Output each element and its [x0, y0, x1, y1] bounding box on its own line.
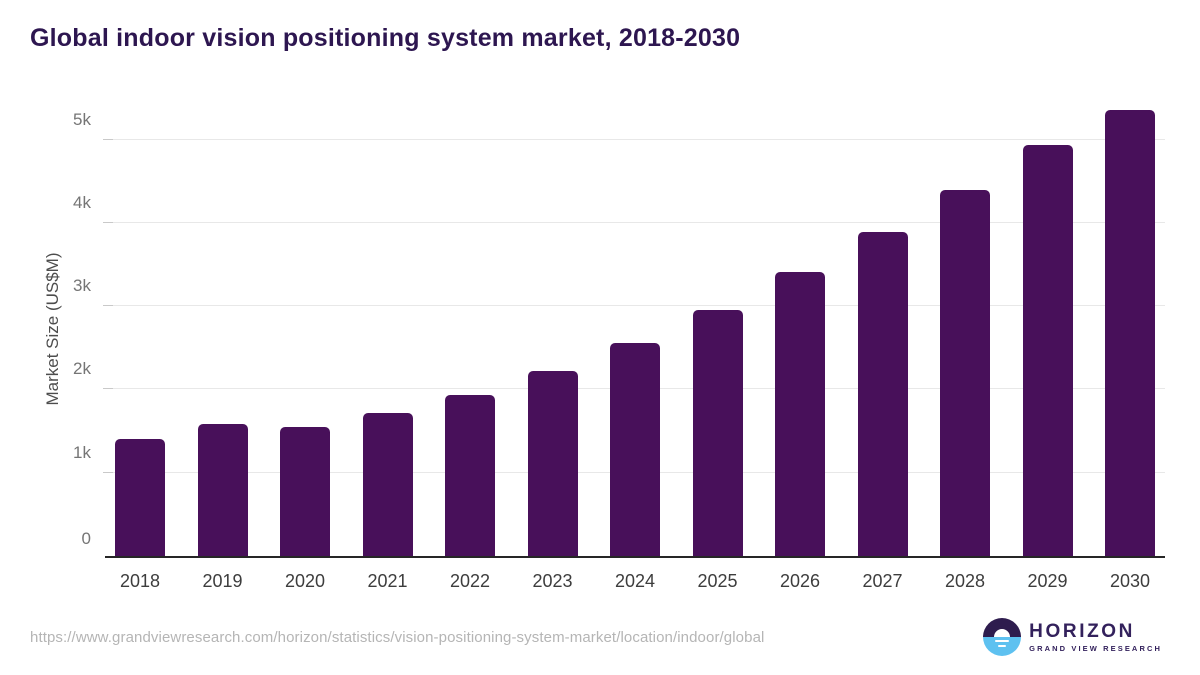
x-tick-label-2022: 2022	[449, 571, 491, 591]
bar-2024[interactable]	[610, 342, 660, 556]
bar-slot-2026: 2026	[775, 100, 825, 591]
gridline-3k	[105, 305, 1165, 307]
bar-slot-2019: 2019	[197, 100, 248, 591]
horizon-logo-icon	[983, 618, 1022, 656]
bar-2023[interactable]	[527, 371, 578, 556]
x-tick-label-2023: 2023	[532, 571, 573, 591]
bars-container: 2018 2019 2020 2021 2022 2023 2024 2025 2026 2027…	[105, 100, 1165, 591]
x-tick-label-2027: 2027	[862, 571, 903, 591]
y-tick-label-5k: 5k	[73, 109, 91, 129]
wave-icon	[998, 645, 1007, 647]
horizon-logo[interactable]: HORIZON GRAND VIEW RESEARCH	[983, 618, 1162, 656]
source-url: https://www.grandviewresearch.com/horizo…	[30, 629, 765, 646]
x-tick-label-2018: 2018	[119, 571, 161, 591]
x-tick-label-2030: 2030	[1109, 571, 1151, 591]
wave-icon	[995, 640, 1010, 642]
x-tick-label-2025: 2025	[697, 571, 738, 591]
tick-mark-5k	[103, 138, 113, 140]
bar-2030[interactable]	[1105, 109, 1155, 556]
tick-mark-1k	[103, 471, 113, 473]
horizon-logo-text: HORIZON GRAND VIEW RESEARCH	[1029, 622, 1162, 653]
bar-2027[interactable]	[857, 232, 908, 556]
chart-title: Global indoor vision positioning system …	[30, 24, 741, 52]
y-tick-label-0: 0	[81, 529, 91, 548]
tick-mark-2k	[103, 388, 113, 390]
logo-subtitle: GRAND VIEW RESEARCH	[1029, 643, 1162, 653]
bar-slot-2021: 2021	[362, 100, 413, 591]
bar-2020[interactable]	[280, 426, 330, 556]
x-tick-label-2026: 2026	[779, 571, 821, 591]
x-tick-label-2019: 2019	[202, 571, 243, 591]
bar-slot-2028: 2028	[940, 100, 990, 591]
sun-icon	[994, 629, 1011, 637]
bar-slot-2018: 2018	[115, 100, 165, 591]
bar-2029[interactable]	[1022, 145, 1073, 556]
y-tick-label-2k: 2k	[73, 359, 91, 379]
x-tick-label-2020: 2020	[284, 571, 326, 591]
bar-2026[interactable]	[775, 272, 825, 556]
gridline-4k	[105, 221, 1165, 223]
y-tick-label-3k: 3k	[73, 276, 91, 296]
bar-slot-2029: 2029	[1022, 100, 1073, 591]
bar-2021[interactable]	[362, 412, 413, 556]
x-tick-label-2028: 2028	[944, 571, 986, 591]
tick-mark-4k	[103, 221, 113, 223]
x-tick-label-2029: 2029	[1027, 571, 1068, 591]
bar-2025[interactable]	[692, 309, 743, 556]
bar-slot-2025: 2025	[692, 100, 743, 591]
bar-slot-2030: 2030	[1105, 100, 1155, 591]
bar-slot-2027: 2027	[857, 100, 908, 591]
bar-slot-2024: 2024	[610, 100, 660, 591]
bar-slot-2020: 2020	[280, 100, 330, 591]
x-tick-label-2021: 2021	[367, 571, 408, 591]
bar-slot-2023: 2023	[527, 100, 578, 591]
tick-mark-3k	[103, 305, 113, 307]
x-tick-label-2024: 2024	[614, 571, 656, 591]
plot-area: Market Size (US$M) 2018 2019 2020 2021 2022 2…	[43, 100, 1165, 591]
bar-2028[interactable]	[940, 189, 990, 556]
bar-2022[interactable]	[445, 395, 495, 556]
gridline-5k	[105, 138, 1165, 140]
bar-2018[interactable]	[115, 438, 165, 556]
y-tick-label-1k: 1k	[73, 442, 91, 462]
bar-slot-2022: 2022	[445, 100, 495, 591]
bar-2019[interactable]	[197, 423, 248, 556]
y-tick-label-4k: 4k	[73, 192, 91, 212]
logo-name: HORIZON	[1029, 620, 1135, 642]
